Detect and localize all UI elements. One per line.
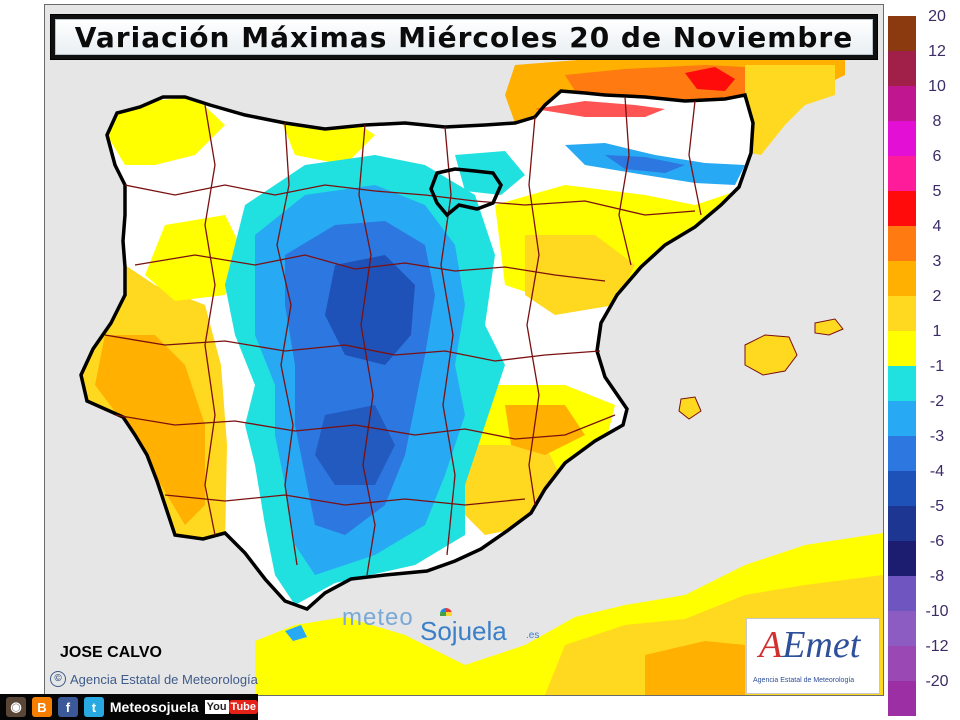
legend-swatch — [888, 646, 916, 681]
aemet-credit: © Agencia Estatal de Meteorología — [50, 671, 258, 687]
map-title: Variación Máximas Miércoles 20 de Noviem… — [74, 20, 854, 54]
portugal-north-yellow — [145, 215, 245, 301]
mallorca-island — [744, 334, 798, 376]
social-handle[interactable]: Meteosojuela — [109, 699, 199, 715]
legend-swatch — [888, 261, 916, 296]
youtube-icon[interactable]: You Tube — [204, 700, 259, 714]
peninsula-coastline — [79, 89, 755, 612]
title-banner: Variación Máximas Miércoles 20 de Noviem… — [50, 14, 878, 60]
legend-swatch — [888, 366, 916, 401]
africa-cold-spot — [285, 625, 307, 641]
legend-label: 4 — [932, 218, 942, 235]
legend-label: 12 — [928, 43, 946, 60]
author-label: JOSE CALVO — [60, 644, 162, 661]
province-borders — [104, 96, 702, 576]
legend-label: -3 — [929, 428, 945, 445]
legend-label: -5 — [929, 498, 945, 515]
meteosojuela-watermark: meteo Sojuela .es — [342, 600, 572, 650]
legend-label: 8 — [932, 113, 942, 130]
menorca-island — [814, 318, 844, 336]
watermark-meteo: meteo — [342, 604, 414, 631]
legend-label: 3 — [932, 253, 942, 270]
legend-label: -10 — [925, 603, 949, 620]
twitter-icon[interactable]: t — [83, 697, 104, 717]
legend-label: -20 — [925, 673, 949, 690]
legend-label: -4 — [929, 463, 945, 480]
blogger-icon[interactable]: B — [31, 697, 52, 717]
watermark-tld: .es — [526, 630, 540, 641]
france-hot-band — [535, 101, 665, 117]
france-warm-core — [565, 65, 785, 101]
copyright-icon: © — [50, 671, 66, 687]
legend-label: 5 — [932, 183, 942, 200]
legend-swatch — [888, 611, 916, 646]
aemet-logo-subtitle: Agencia Estatal de Meteorología — [753, 677, 855, 684]
legend-swatch — [888, 16, 916, 51]
weather-map — [44, 4, 884, 696]
legend-swatch — [888, 191, 916, 226]
pyrenees-cold-core — [605, 155, 685, 173]
galicia-yellow — [105, 97, 225, 165]
watermark-sojuela: Sojuela — [420, 616, 507, 646]
legend-label: 20 — [928, 8, 946, 25]
legend-label: -8 — [929, 568, 945, 585]
legend-swatch — [888, 86, 916, 121]
social-bar: ◉ B f t Meteosojuela You Tube — [0, 694, 259, 720]
temperature-variation-map — [79, 53, 883, 695]
legend-swatch — [888, 156, 916, 191]
portugal-warmer-band — [95, 335, 205, 525]
france-hot-spot — [685, 67, 735, 91]
instagram-icon[interactable]: ◉ — [6, 697, 26, 717]
legend-label: -12 — [925, 638, 949, 655]
mancha-cold — [315, 405, 395, 485]
legend-label: 6 — [932, 148, 942, 165]
legend-swatch — [888, 436, 916, 471]
la-rioja-outline — [429, 167, 503, 218]
legend-label: 1 — [932, 323, 942, 340]
legend-swatch — [888, 51, 916, 86]
color-legend: 20 12 10 8 6 5 4 3 2 1 -1 -2 -3 -4 -5 -6 -8 -10 -12 -20 — [888, 8, 958, 716]
catalonia-east — [745, 65, 835, 155]
legend-swatch — [888, 121, 916, 156]
legend-swatch — [888, 681, 916, 716]
legend-swatch — [888, 401, 916, 436]
legend-label: 2 — [932, 288, 942, 305]
legend-swatch — [888, 541, 916, 576]
watermark-drop-icon — [440, 608, 452, 616]
facebook-icon[interactable]: f — [57, 697, 78, 717]
aemet-credit-text: Agencia Estatal de Meteorología — [70, 671, 258, 687]
legend-label: -6 — [929, 533, 945, 550]
north-africa-orange — [645, 641, 745, 695]
legend-swatch — [888, 226, 916, 261]
legend-swatch — [888, 506, 916, 541]
levante-orange — [505, 405, 585, 455]
legend-label: -1 — [929, 358, 945, 375]
legend-label: -2 — [929, 393, 945, 410]
aragon-orange — [525, 235, 635, 315]
legend-swatch — [888, 576, 916, 611]
legend-swatch — [888, 331, 916, 366]
title-inner: Variación Máximas Miércoles 20 de Noviem… — [55, 19, 873, 55]
legend-swatch — [888, 296, 916, 331]
aemet-logo: AEmet Agencia Estatal de Meteorología — [746, 618, 880, 694]
aemet-logo-mark: AEmet — [759, 624, 861, 666]
legend-swatch — [888, 471, 916, 506]
ibiza-island — [678, 396, 702, 420]
central-cold-deep — [325, 255, 415, 365]
legend-label: 10 — [928, 78, 946, 95]
